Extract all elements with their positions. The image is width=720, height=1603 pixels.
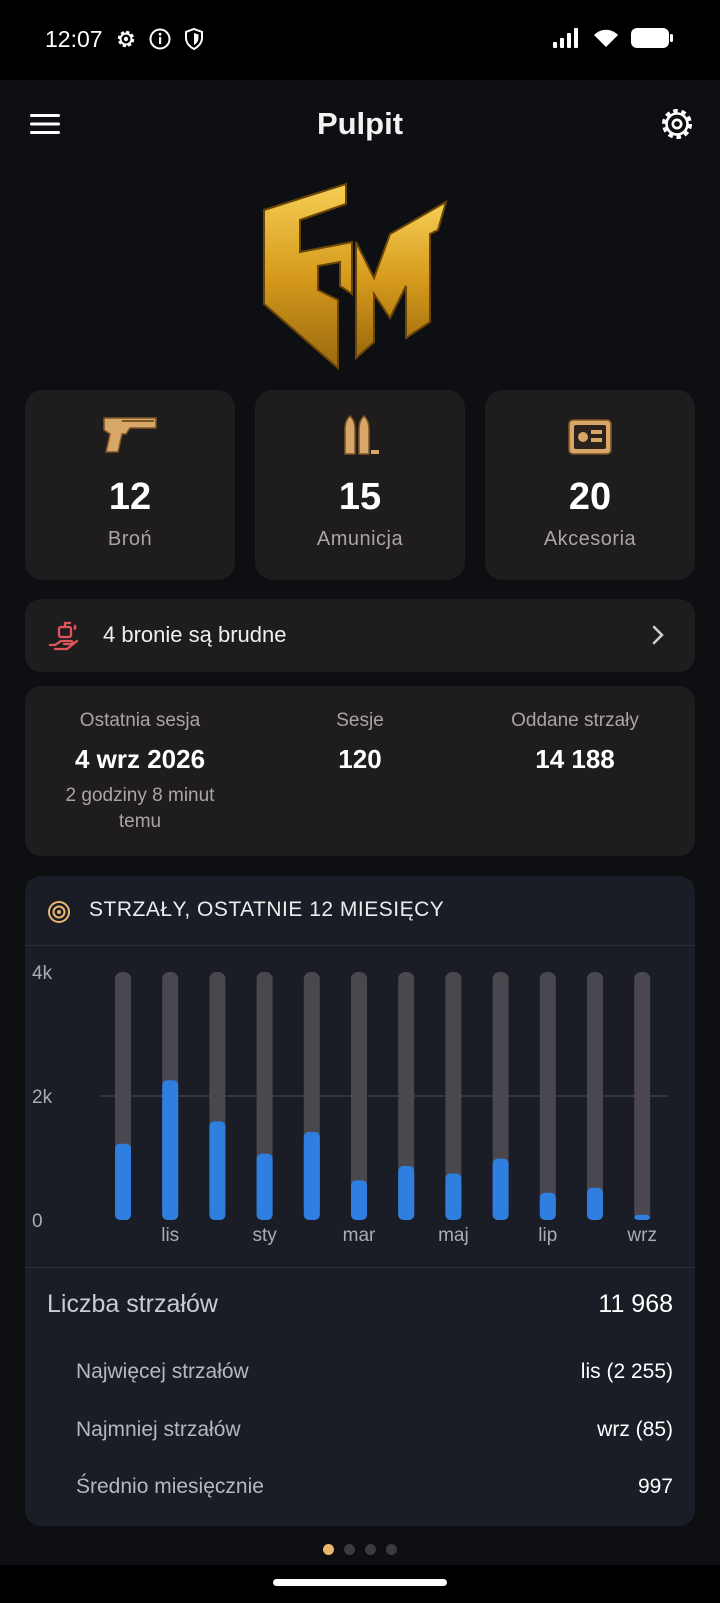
status-icons-right bbox=[552, 27, 674, 49]
bar-track bbox=[398, 972, 415, 1220]
home-indicator[interactable] bbox=[273, 1579, 447, 1586]
hamburger-icon bbox=[30, 114, 60, 134]
status-time: 12:07 bbox=[45, 26, 103, 52]
session-summary-card: Ostatnia sesja 4 wrz 2026 2 godziny 8 mi… bbox=[25, 686, 695, 856]
status-icons-left bbox=[114, 27, 206, 51]
page-dot[interactable] bbox=[365, 1544, 376, 1555]
gear-icon bbox=[117, 30, 135, 48]
stat-value: 12 bbox=[108, 476, 152, 518]
total-shots-row: Liczba strzałów 11 968 bbox=[47, 1290, 673, 1319]
sessions-label: Sesje bbox=[336, 710, 384, 731]
shots-bar-chart: 4k 2k 0 lis sty mar maj lip wrz bbox=[32, 963, 668, 1246]
chart-title: STRZAŁY, OSTATNIE 12 MIESIĘCY bbox=[89, 898, 445, 921]
x-tick-label: maj bbox=[438, 1225, 469, 1246]
signal-icon bbox=[553, 28, 578, 48]
stat-label: Amunicja bbox=[316, 528, 404, 550]
x-tick-label: mar bbox=[343, 1225, 376, 1246]
chevron-right-icon bbox=[652, 625, 664, 645]
shield-icon bbox=[185, 27, 203, 51]
shots-label: Oddane strzały bbox=[511, 710, 639, 731]
least-shots-value: wrz (85) bbox=[597, 1418, 673, 1441]
bar-track bbox=[587, 972, 603, 1220]
bar-track bbox=[634, 972, 651, 1220]
stat-value: 20 bbox=[568, 476, 612, 518]
case-icon bbox=[568, 419, 612, 455]
wifi-icon bbox=[594, 29, 618, 47]
y-tick-label: 4k bbox=[32, 963, 53, 984]
chart-header: STRZAŁY, OSTATNIE 12 MIESIĘCY bbox=[25, 876, 695, 946]
least-shots-row: Najmniej strzałów wrz (85) bbox=[76, 1418, 673, 1442]
bar bbox=[634, 1214, 651, 1220]
bar-track bbox=[351, 972, 367, 1220]
page-dot[interactable] bbox=[386, 1544, 397, 1555]
page-dot[interactable] bbox=[344, 1544, 355, 1555]
total-shots-label: Liczba strzałów bbox=[47, 1290, 218, 1318]
bar bbox=[539, 1192, 556, 1220]
page-indicator[interactable] bbox=[0, 1544, 720, 1555]
bar-track bbox=[492, 972, 509, 1220]
app-body: Pulpit 12 Broń bbox=[0, 80, 720, 1565]
pistol-icon bbox=[103, 417, 157, 453]
x-tick-label: sty bbox=[252, 1225, 277, 1246]
top-bar: Pulpit bbox=[0, 80, 720, 170]
bar bbox=[492, 1158, 509, 1220]
x-tick-label: lip bbox=[538, 1225, 557, 1246]
avg-shots-label: Średnio miesięcznie bbox=[76, 1475, 264, 1498]
stat-value: 15 bbox=[338, 476, 382, 518]
last-session-date: 4 wrz 2026 bbox=[74, 744, 206, 774]
total-shots-value: 11 968 bbox=[598, 1290, 673, 1318]
bar bbox=[445, 1173, 462, 1220]
bar bbox=[115, 1143, 131, 1220]
info-icon bbox=[149, 28, 171, 50]
last-session-ago-2: temu bbox=[118, 811, 162, 832]
most-shots-value: lis (2 255) bbox=[580, 1360, 673, 1383]
settings-button[interactable] bbox=[658, 105, 696, 143]
status-bar: 12:07 bbox=[0, 0, 720, 80]
most-shots-label: Najwięcej strzałów bbox=[76, 1360, 249, 1383]
gear-icon bbox=[662, 109, 692, 139]
page-dot[interactable] bbox=[323, 1544, 334, 1555]
bar bbox=[162, 1080, 179, 1220]
x-tick-label: lis bbox=[161, 1225, 179, 1246]
sessions-value: 120 bbox=[338, 744, 382, 774]
stat-card-accessories[interactable]: 20 Akcesoria bbox=[485, 390, 695, 580]
ammo-icon bbox=[344, 414, 379, 455]
bar-track bbox=[445, 972, 462, 1220]
bar bbox=[256, 1153, 273, 1220]
system-nav-bar bbox=[0, 1565, 720, 1603]
last-session-label: Ostatnia sesja bbox=[79, 710, 201, 731]
shots-fired: Oddane strzały 14 188 bbox=[475, 710, 675, 775]
stat-label: Akcesoria bbox=[543, 528, 637, 550]
cleaning-icon bbox=[48, 621, 79, 651]
bar bbox=[398, 1166, 415, 1220]
x-tick-label: wrz bbox=[626, 1225, 657, 1246]
shots-chart-card: STRZAŁY, OSTATNIE 12 MIESIĘCY 4k 2k 0 lis st… bbox=[25, 876, 695, 1526]
bar bbox=[351, 1180, 367, 1220]
page-title: Pulpit bbox=[316, 106, 404, 141]
gm-logo bbox=[263, 182, 448, 370]
y-tick-label: 0 bbox=[32, 1211, 43, 1232]
bar-track bbox=[539, 972, 556, 1220]
dirty-weapons-banner[interactable]: 4 bronie są brudne bbox=[25, 599, 695, 672]
last-session-ago-1: 2 godziny 8 minut bbox=[65, 785, 215, 806]
sessions-count: Sesje 120 bbox=[265, 710, 455, 775]
y-tick-label: 2k bbox=[32, 1087, 53, 1108]
last-session: Ostatnia sesja 4 wrz 2026 2 godziny 8 mi… bbox=[45, 710, 235, 835]
avg-shots-value: 997 bbox=[637, 1475, 673, 1498]
bar bbox=[587, 1187, 603, 1220]
stat-card-weapons[interactable]: 12 Broń bbox=[25, 390, 235, 580]
shots-value: 14 188 bbox=[535, 744, 615, 774]
battery-icon bbox=[631, 28, 673, 48]
avg-shots-row: Średnio miesięcznie 997 bbox=[76, 1475, 673, 1499]
least-shots-label: Najmniej strzałów bbox=[76, 1418, 241, 1441]
stat-label: Broń bbox=[107, 528, 153, 550]
most-shots-row: Najwięcej strzałów lis (2 255) bbox=[76, 1360, 673, 1384]
chart-summary: Liczba strzałów 11 968 Najwięcej strzałó… bbox=[25, 1267, 695, 1526]
bar bbox=[303, 1131, 320, 1220]
target-icon bbox=[48, 901, 70, 923]
menu-button[interactable] bbox=[28, 110, 62, 138]
stat-card-ammo[interactable]: 15 Amunicja bbox=[255, 390, 465, 580]
dirty-weapons-text: 4 bronie są brudne bbox=[103, 622, 287, 647]
bar bbox=[209, 1121, 226, 1220]
